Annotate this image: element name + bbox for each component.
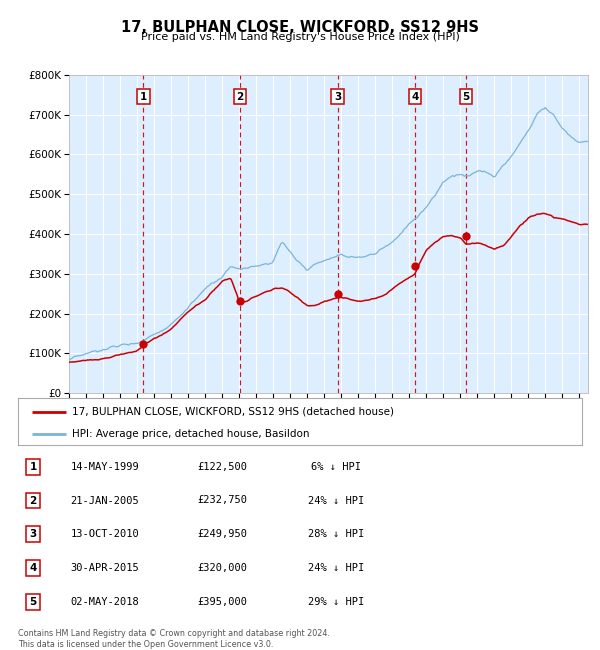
Text: 13-OCT-2010: 13-OCT-2010 <box>71 529 139 539</box>
Text: £122,500: £122,500 <box>197 462 247 472</box>
Text: 14-MAY-1999: 14-MAY-1999 <box>71 462 139 472</box>
Text: 30-APR-2015: 30-APR-2015 <box>71 563 139 573</box>
Text: 1: 1 <box>29 462 37 472</box>
Text: 3: 3 <box>29 529 37 539</box>
Text: £232,750: £232,750 <box>197 495 247 506</box>
Text: 4: 4 <box>29 563 37 573</box>
Text: 29% ↓ HPI: 29% ↓ HPI <box>308 597 364 607</box>
Text: 17, BULPHAN CLOSE, WICKFORD, SS12 9HS (detached house): 17, BULPHAN CLOSE, WICKFORD, SS12 9HS (d… <box>71 406 394 417</box>
Text: £249,950: £249,950 <box>197 529 247 539</box>
Text: 28% ↓ HPI: 28% ↓ HPI <box>308 529 364 539</box>
Text: Contains HM Land Registry data © Crown copyright and database right 2024.
This d: Contains HM Land Registry data © Crown c… <box>18 629 330 649</box>
Text: £320,000: £320,000 <box>197 563 247 573</box>
Text: HPI: Average price, detached house, Basildon: HPI: Average price, detached house, Basi… <box>71 428 309 439</box>
Text: 24% ↓ HPI: 24% ↓ HPI <box>308 495 364 506</box>
Text: 17, BULPHAN CLOSE, WICKFORD, SS12 9HS: 17, BULPHAN CLOSE, WICKFORD, SS12 9HS <box>121 20 479 34</box>
Text: 2: 2 <box>236 92 244 101</box>
Text: 3: 3 <box>334 92 341 101</box>
Text: 21-JAN-2005: 21-JAN-2005 <box>71 495 139 506</box>
Text: 6% ↓ HPI: 6% ↓ HPI <box>311 462 361 472</box>
Text: 2: 2 <box>29 495 37 506</box>
Text: 02-MAY-2018: 02-MAY-2018 <box>71 597 139 607</box>
Text: 5: 5 <box>29 597 37 607</box>
Text: Price paid vs. HM Land Registry's House Price Index (HPI): Price paid vs. HM Land Registry's House … <box>140 32 460 42</box>
Text: 24% ↓ HPI: 24% ↓ HPI <box>308 563 364 573</box>
Text: 1: 1 <box>140 92 147 101</box>
Text: £395,000: £395,000 <box>197 597 247 607</box>
Text: 5: 5 <box>463 92 470 101</box>
Text: 4: 4 <box>411 92 419 101</box>
